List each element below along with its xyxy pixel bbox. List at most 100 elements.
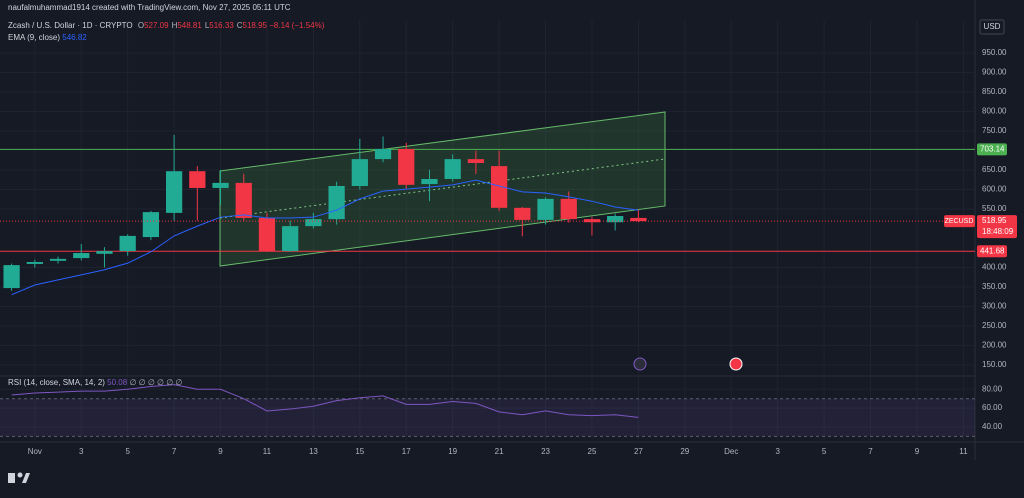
symbol-box: [944, 215, 975, 228]
x-tick-label: 9: [915, 447, 920, 456]
candle-body: [421, 178, 438, 185]
x-tick-label: 27: [634, 447, 643, 456]
x-tick-label: 29: [680, 447, 689, 456]
candle-body: [142, 212, 160, 238]
y-tick-label: 850.00: [982, 87, 1007, 96]
x-tick-label: 15: [355, 447, 364, 456]
rsi-tick-label: 40.00: [982, 422, 1003, 431]
rsi-line: [11, 384, 639, 418]
y-tick-label: 250.00: [982, 321, 1007, 330]
ohlc-key: L: [204, 21, 210, 30]
candle-body: [328, 186, 345, 220]
currency: USD: [984, 22, 1001, 31]
y-tick-label: 900.00: [982, 68, 1007, 77]
candle-body: [630, 217, 647, 222]
candle-body: [235, 182, 252, 218]
candle-body: [351, 159, 368, 187]
candle-body: [3, 265, 20, 289]
ohlc-value: 527.09: [144, 21, 169, 30]
rsi-value: 50.08: [107, 378, 128, 387]
symbol-label: ZECUSD: [945, 218, 974, 225]
ohlc: O527.09 H548.81 L516.33 C518.95: [135, 21, 267, 30]
level-label: 703.14: [980, 144, 1005, 153]
y-tick-label: 300.00: [982, 302, 1007, 311]
x-tick-label: 9: [218, 447, 223, 456]
x-tick-label: 19: [448, 447, 457, 456]
x-tick-label: 13: [309, 447, 318, 456]
rsi-band: [0, 398, 975, 437]
rsi-tick-label: 80.00: [982, 384, 1003, 393]
candle-body: [73, 253, 90, 259]
candle-body: [607, 216, 624, 223]
candle-body: [165, 171, 183, 213]
x-tick-label: 5: [822, 447, 827, 456]
ema-value: 546.82: [62, 33, 87, 42]
x-tick-label: 11: [959, 447, 968, 456]
y-tick-label: 550.00: [982, 204, 1007, 213]
candle-body: [537, 198, 554, 220]
candle-body: [374, 148, 392, 160]
candle-body: [490, 166, 508, 208]
level-label: 441.68: [980, 246, 1005, 255]
candle-body: [467, 159, 485, 164]
ohlc-value: 548.81: [177, 21, 202, 30]
pane: [0, 20, 975, 442]
y-tick-label: 950.00: [982, 48, 1007, 57]
x-tick-label: 7: [868, 447, 873, 456]
candle-body: [49, 258, 67, 261]
price-box: [977, 215, 1017, 239]
level-label-box: [977, 143, 1007, 156]
symbol-line: Zcash / U.S. Dollar · 1D · CRYPTO O527.0…: [8, 21, 324, 30]
x-tick-label: 5: [125, 447, 130, 456]
ohlc-value: 516.33: [209, 21, 234, 30]
y-tick-label: 800.00: [982, 107, 1007, 116]
candle-body: [514, 207, 531, 220]
x-tick-label: 11: [263, 447, 272, 456]
candle-body: [282, 226, 299, 252]
y-tick-label: 350.00: [982, 282, 1007, 291]
candle-body: [119, 235, 136, 252]
logo: [8, 472, 30, 483]
candle-body: [444, 159, 461, 179]
y-tick-label: 150.00: [982, 360, 1007, 369]
x-tick-label: 3: [79, 447, 84, 456]
candle-body: [398, 148, 415, 185]
candle-body: [258, 217, 276, 252]
ohlc-value: 518.95: [242, 21, 267, 30]
event-icon[interactable]: [729, 357, 743, 371]
currency-box[interactable]: [979, 19, 1005, 35]
candle-body: [305, 219, 322, 227]
candle-body: [560, 198, 577, 220]
ema-name: EMA (9, close): [8, 33, 61, 42]
change: −8.14 (−1.54%): [269, 21, 325, 30]
event-icon[interactable]: [633, 357, 647, 371]
y-tick-label: 400.00: [982, 263, 1007, 272]
x-tick-label: 3: [775, 447, 780, 456]
rsi-name: RSI (14, close, SMA, 14, 2): [8, 378, 105, 387]
ohlc-key: C: [236, 21, 243, 30]
symbol: Zcash / U.S. Dollar · 1D · CRYPTO: [8, 21, 133, 30]
level-label-box: [977, 245, 1007, 258]
candle-body: [212, 182, 229, 188]
ema-legend: EMA (9, close) 546.82: [8, 33, 87, 42]
y-tick-label: 750.00: [982, 126, 1007, 135]
countdown: 18:48:09: [982, 227, 1014, 236]
x-tick-label: 23: [541, 447, 550, 456]
attribution: naufalmuhammad1914 created with TradingV…: [8, 3, 291, 12]
ohlc-key: H: [171, 21, 178, 30]
x-tick-label: Nov: [28, 447, 42, 456]
ohlc-key: O: [137, 21, 145, 30]
y-tick-label: 200.00: [982, 340, 1007, 349]
x-tick-label: Dec: [724, 447, 738, 456]
rsi-legend: RSI (14, close, SMA, 14, 2) 50.08 ∅ ∅ ∅ …: [8, 378, 182, 387]
y-tick-label: 600.00: [982, 185, 1007, 194]
x-tick-label: 25: [588, 447, 597, 456]
candle-body: [96, 251, 113, 254]
x-tick-label: 7: [172, 447, 177, 456]
ema-line: [11, 179, 639, 296]
rsi-tick-label: 60.00: [982, 403, 1003, 412]
price-label: 518.95: [982, 216, 1007, 225]
rsi-ma-values: ∅ ∅ ∅ ∅ ∅ ∅: [129, 378, 183, 387]
